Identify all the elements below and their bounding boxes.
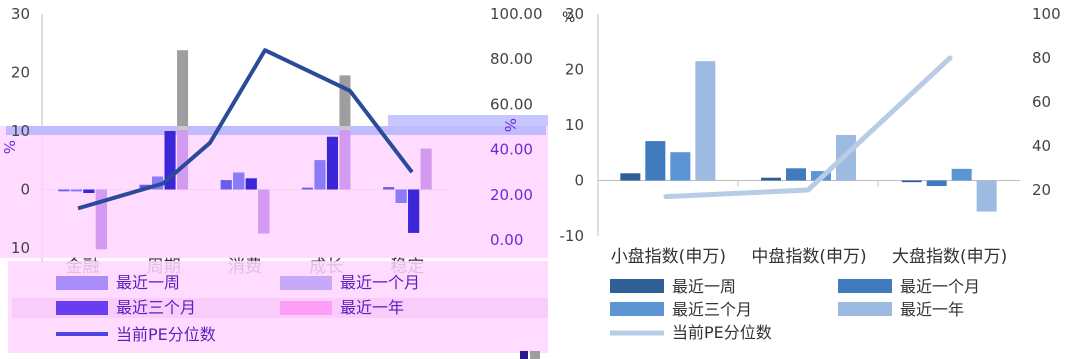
right-bar (926, 180, 947, 187)
right-bar (695, 61, 716, 181)
left-artifact (520, 351, 528, 359)
left-y2-tick-label: 60.00 (490, 95, 533, 113)
right-y2-tick-label: 100 (1032, 5, 1061, 23)
right-pe-line (663, 55, 953, 200)
left-legend-label: 最近一年 (340, 298, 404, 317)
left-legend-label: 当前PE分位数 (116, 325, 216, 344)
right-legend-swatch (610, 302, 664, 316)
left-line (77, 48, 414, 211)
right-y-tick-label: 0 (574, 172, 584, 190)
left-bar-overlay (245, 178, 257, 190)
right-y2-tick-label: 20 (1032, 181, 1051, 199)
left-pe-line (77, 48, 414, 211)
right-category-label: 大盘指数(申万) (892, 247, 1007, 267)
left-y-tick-label: 30 (11, 5, 30, 23)
right-axes (597, 14, 1020, 236)
left-bar-overlay (220, 180, 232, 190)
left-legend-label: 最近一个月 (340, 273, 420, 292)
left-legend-label: 最近三个月 (116, 298, 196, 317)
left-y2-tick-label: 100.00 (490, 5, 543, 23)
left-bar-overlay (395, 189, 407, 203)
left-bar-overlay (339, 130, 351, 190)
right-y2-tick-label: 60 (1032, 93, 1051, 111)
right-legend-label: 最近一年 (900, 300, 964, 319)
left-legend-swatch (56, 276, 108, 290)
left-overlay-strip (6, 126, 546, 135)
right-line (663, 55, 953, 200)
left-bar-overlay (408, 189, 420, 233)
right-legend-label: 最近三个月 (672, 300, 752, 319)
left-bar-overlay (314, 160, 326, 190)
right-bar (761, 177, 781, 181)
right-bar (976, 180, 997, 212)
right-y-tick-label: 20 (565, 61, 584, 79)
left-y-unit: % (0, 140, 18, 154)
right-category-labels: 小盘指数(申万) 中盘指数(申万) 大盘指数(申万) (611, 247, 1008, 267)
left-chart: 30 20 10 0 10 100.00 80.00 60.00 40.00 20.00 0.00%… (0, 5, 548, 359)
right-y-tick-label: -10 (560, 227, 585, 245)
left-y-tick-label: 10 (11, 239, 30, 257)
left-bar-overlay (58, 189, 70, 192)
left-bar-year-upper (339, 75, 351, 126)
right-category-label: 小盘指数(申万) (611, 247, 726, 267)
left-axes (0, 14, 548, 262)
right-bar (951, 168, 972, 181)
left-bar-overlay (233, 172, 245, 190)
left-legend-swatch (280, 301, 332, 315)
right-bar (670, 152, 691, 181)
left-legend-label: 最近一周 (116, 273, 180, 292)
right-y2-tick-label: 40 (1032, 137, 1051, 155)
left-bar-overlay (95, 189, 107, 250)
right-bar (901, 180, 922, 183)
left-y2-tick-label: 0.00 (490, 231, 523, 249)
right-legend-label: 最近一周 (672, 277, 736, 296)
left-y-tick-label: 20 (11, 64, 30, 82)
left-legend-swatch (56, 301, 108, 315)
right-bar (645, 141, 666, 181)
left-bar-overlay (177, 130, 189, 190)
left-bar-overlay (383, 187, 395, 190)
right-legend-label: 当前PE分位数 (672, 323, 772, 342)
left-bar-overlay (164, 131, 176, 190)
left-y2-unit: % (501, 118, 519, 132)
right-category-label: 中盘指数(申万) (751, 247, 866, 267)
right-y-unit: % (562, 10, 575, 26)
left-overlay-strip-right (388, 115, 548, 126)
right-bar (620, 173, 641, 181)
right-y-tick-label: 10 (565, 116, 584, 134)
right-legend-swatch (610, 279, 664, 293)
left-bar-overlay (70, 189, 82, 192)
left-y2-tick-label: 80.00 (490, 50, 533, 68)
left-y-tick-label: 0 (20, 181, 30, 199)
right-legend-label: 最近一个月 (900, 277, 980, 296)
left-bar-overlay (326, 136, 338, 190)
left-bar-year-upper (177, 50, 189, 126)
right-y-tick-label: 30 (565, 5, 584, 23)
left-y-tick-label: 10 (11, 122, 30, 140)
left-ticks: 30 20 10 0 10 100.00 80.00 60.00 40.00 20.00 0.00%… (0, 5, 543, 257)
left-overlay-band (0, 126, 548, 258)
right-y2-tick-label: 80 (1032, 49, 1051, 67)
left-legend-swatch (280, 276, 332, 290)
left-bar-overlay (420, 148, 432, 190)
left-bar-overlay (83, 189, 95, 194)
left-y2-tick-label: 20.00 (490, 186, 533, 204)
right-legend-swatch (838, 279, 892, 293)
right-legend-swatch (838, 302, 892, 316)
left-bar-overlay (258, 189, 270, 234)
left-artifact (530, 351, 540, 359)
left-bar-overlay (301, 187, 313, 190)
left-y2-tick-label: 40.00 (490, 141, 533, 159)
right-bar (786, 168, 806, 181)
left-bars (58, 50, 432, 250)
